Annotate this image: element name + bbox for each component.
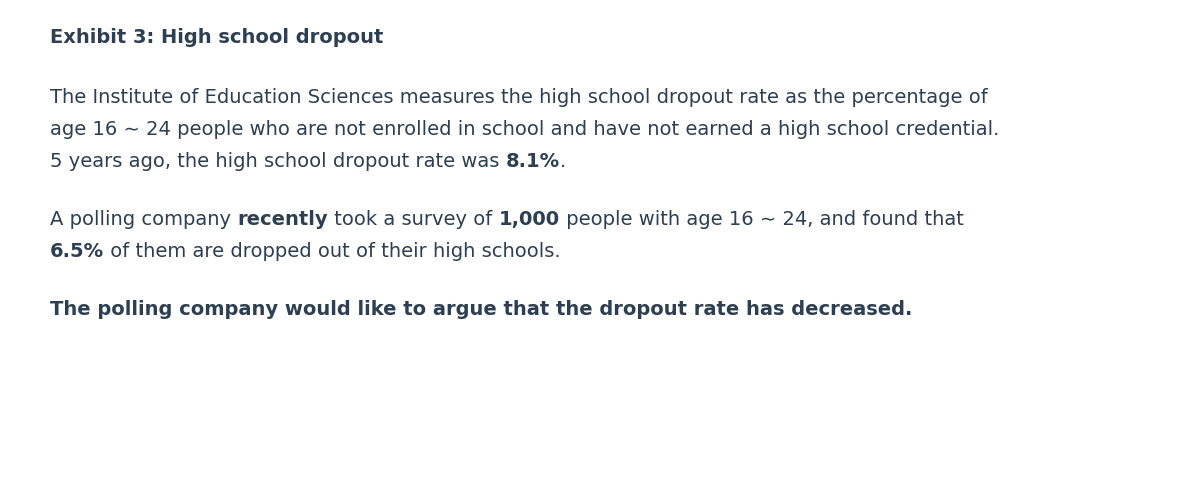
Text: took a survey of: took a survey of [328, 210, 498, 229]
Text: .: . [559, 152, 566, 171]
Text: people with age 16 ∼ 24, and found that: people with age 16 ∼ 24, and found that [559, 210, 964, 229]
Text: The Institute of Education Sciences measures the high school dropout rate as the: The Institute of Education Sciences meas… [50, 88, 988, 107]
Text: 8.1%: 8.1% [505, 152, 559, 171]
Text: A polling company: A polling company [50, 210, 238, 229]
Text: age 16 ∼ 24 people who are not enrolled in school and have not earned a high sch: age 16 ∼ 24 people who are not enrolled … [50, 120, 1000, 139]
Text: of them are dropped out of their high schools.: of them are dropped out of their high sc… [104, 242, 560, 261]
Text: 1,000: 1,000 [498, 210, 559, 229]
Text: Exhibit 3: High school dropout: Exhibit 3: High school dropout [50, 28, 383, 47]
Text: 6.5%: 6.5% [50, 242, 104, 261]
Text: recently: recently [238, 210, 328, 229]
Text: 5 years ago, the high school dropout rate was: 5 years ago, the high school dropout rat… [50, 152, 505, 171]
Text: The polling company would like to argue that the dropout rate has decreased.: The polling company would like to argue … [50, 300, 912, 319]
